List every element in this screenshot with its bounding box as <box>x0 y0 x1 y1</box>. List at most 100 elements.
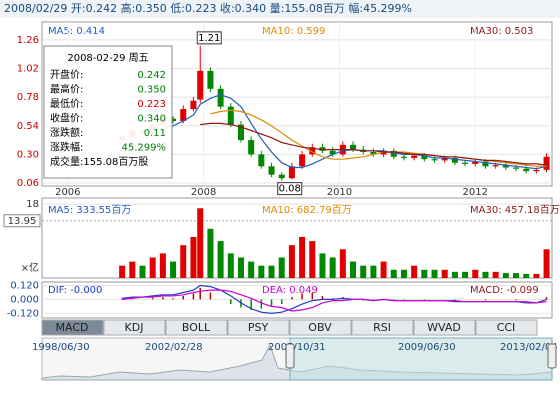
tab-label: PSY <box>248 321 269 334</box>
macd-panel <box>41 281 553 319</box>
candle-body <box>472 161 479 164</box>
tab[interactable] <box>41 319 104 336</box>
volume-bar <box>227 253 234 278</box>
volume-bar <box>533 273 540 278</box>
tab[interactable] <box>475 319 538 336</box>
volume-bar <box>319 253 326 278</box>
y-tick-label: 18 <box>26 199 39 210</box>
volume-bar <box>268 265 275 278</box>
y-tick-label: -0.120 <box>7 308 39 319</box>
tab-label: OBV <box>308 321 332 334</box>
candle-body <box>278 174 285 179</box>
legend-entry: MA10: 0.599 <box>262 26 325 37</box>
navigator-label: 2013/02/04 <box>500 342 558 353</box>
legend-entry: MA30: 0.503 <box>470 26 533 37</box>
volume-bar <box>288 245 295 278</box>
volume-bar <box>190 236 197 278</box>
x-tick-label: 2006 <box>55 187 80 198</box>
legend-entry: MA5: 0.414 <box>48 26 105 37</box>
volume-bar <box>451 271 458 278</box>
legend-entry: DIF: -0.000 <box>48 285 102 296</box>
navigator-label: 1998/06/30 <box>32 342 90 353</box>
tab-label: WVAD <box>427 321 461 334</box>
candle-body <box>400 156 407 158</box>
navigator-handle[interactable] <box>285 343 295 369</box>
candle-body <box>237 124 244 141</box>
navigator-label: 2002/02/28 <box>145 342 203 353</box>
tab-label: CCI <box>497 321 516 334</box>
volume-bar <box>149 257 156 278</box>
tooltip-label: 最低价: <box>50 97 83 110</box>
volume-bar <box>309 241 316 278</box>
candle-body <box>268 166 275 175</box>
y-tick-label: 0.120 <box>10 280 39 291</box>
y-tick-label: 0.06 <box>17 178 39 189</box>
high-label: 1.21 <box>198 33 220 44</box>
candle-body <box>180 109 187 121</box>
header-bar <box>0 0 560 18</box>
volume-bar <box>180 245 187 278</box>
candle-body <box>431 159 438 161</box>
ma-line <box>122 289 547 312</box>
candle-body <box>543 156 550 170</box>
volume-bar <box>421 269 428 278</box>
volume-bar <box>339 249 346 278</box>
tab[interactable] <box>413 319 476 336</box>
volume-bar <box>119 265 126 278</box>
volume-bar <box>360 265 367 278</box>
tooltip-value: 0.350 <box>137 85 166 96</box>
volume-bar <box>217 241 224 278</box>
candle-body <box>217 88 224 107</box>
legend-entry: MA30: 457.18百万 <box>470 204 560 216</box>
label-box <box>277 182 303 196</box>
x-tick-label: 2010 <box>327 187 352 198</box>
candle-body <box>299 154 306 167</box>
volume-bar <box>492 271 499 278</box>
tooltip-value: 45.299% <box>122 143 167 154</box>
candle-body <box>309 147 316 155</box>
unit-label: ×亿 <box>21 261 39 274</box>
navigator-label: 2005/10/31 <box>268 342 326 353</box>
y-tick-label: 1.26 <box>17 35 39 46</box>
candle-body <box>248 140 255 155</box>
candle-body <box>492 165 499 167</box>
tab[interactable] <box>165 319 228 336</box>
volume-bar <box>482 271 489 278</box>
tab[interactable] <box>103 319 166 336</box>
navigator-label: 2009/06/30 <box>398 342 456 353</box>
candle-body <box>411 155 418 158</box>
volume-bar <box>237 257 244 278</box>
candle-body <box>170 118 177 121</box>
tab[interactable] <box>227 319 290 336</box>
volume-bar <box>431 269 438 278</box>
volume-bar <box>197 208 204 278</box>
volume-bar <box>513 273 520 278</box>
volume-bar <box>411 265 418 278</box>
candle-body <box>441 157 448 161</box>
navigator-handle[interactable] <box>547 343 557 369</box>
tooltip-value: 0.11 <box>144 128 166 139</box>
tooltip-label: 涨跌幅: <box>50 141 83 154</box>
tab-bar: MACD KDJ BOLL PSY OBV RSI WVAD CCI <box>41 319 538 336</box>
volume-bar <box>462 271 469 278</box>
candle-body <box>451 157 458 163</box>
tab-label: KDJ <box>125 321 144 334</box>
ma-line <box>200 122 547 166</box>
volume-bar <box>390 269 397 278</box>
candle-body <box>502 165 509 168</box>
cursor-label: 13.95 <box>8 216 37 227</box>
label-box <box>196 31 222 45</box>
tooltip-label: 最高价: <box>50 83 83 96</box>
x-tick-label: 2008 <box>191 187 216 198</box>
candle-body <box>421 155 428 160</box>
tab[interactable] <box>289 319 352 336</box>
tab[interactable] <box>351 319 414 336</box>
y-tick-label: 0.30 <box>17 149 39 160</box>
volume-bar <box>380 261 387 278</box>
navigator-labels: 1998/06/30 2002/02/28 2005/10/31 2009/06/30… <box>32 342 558 353</box>
candle-body <box>288 166 295 179</box>
volume-bar <box>278 257 285 278</box>
